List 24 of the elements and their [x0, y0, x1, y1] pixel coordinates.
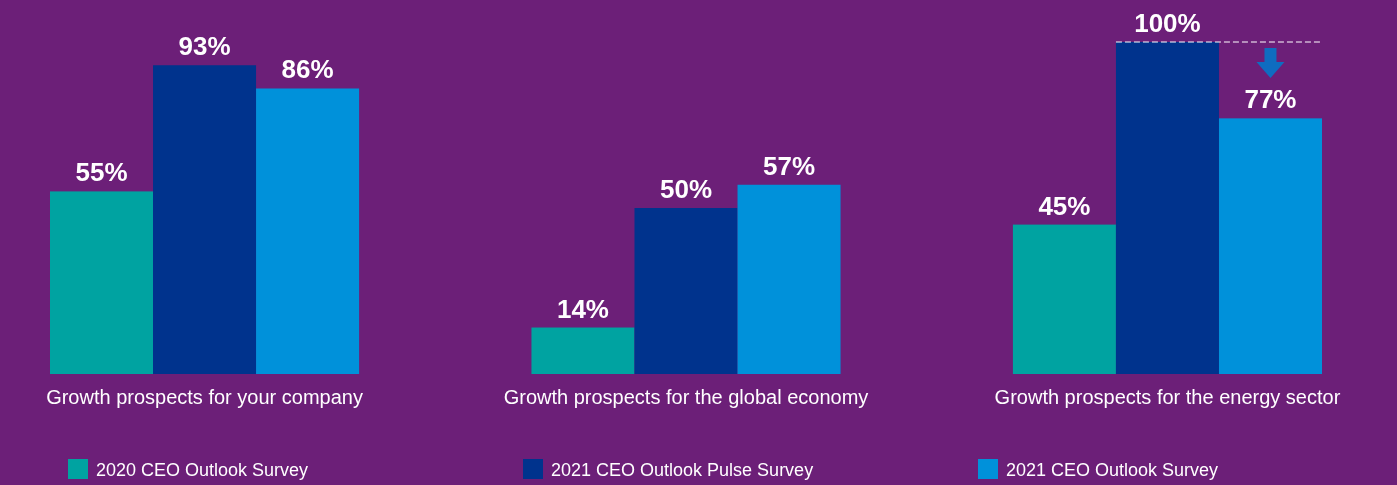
- data-label: 57%: [763, 150, 816, 181]
- x-tick-label: Growth prospects for the global economy: [503, 386, 869, 408]
- bar: [50, 191, 154, 374]
- legend-label: 2021 CEO Outlook Pulse Survey: [551, 460, 814, 480]
- x-tick-label: Growth prospects for the energy sector: [994, 386, 1341, 408]
- bar: [256, 88, 360, 374]
- data-label: 100%: [1134, 8, 1201, 38]
- data-label: 45%: [1038, 190, 1091, 221]
- data-label: 50%: [659, 174, 713, 204]
- legend-label: 2021 CEO Outlook Survey: [1006, 460, 1219, 480]
- data-label: 55%: [75, 157, 128, 188]
- x-tick-label: Growth prospects for your company: [46, 386, 363, 408]
- data-label: 93%: [178, 31, 231, 62]
- data-label: 77%: [1244, 84, 1297, 115]
- data-label: 14%: [556, 293, 609, 324]
- bar: [153, 65, 257, 374]
- bar: [1218, 118, 1322, 374]
- bar: [737, 184, 841, 374]
- bar: [634, 208, 738, 374]
- bar: [1115, 42, 1219, 374]
- data-label: 86%: [281, 54, 334, 85]
- legend-label: 2020 CEO Outlook Survey: [96, 460, 309, 480]
- bar: [1012, 224, 1116, 374]
- bar: [531, 327, 635, 374]
